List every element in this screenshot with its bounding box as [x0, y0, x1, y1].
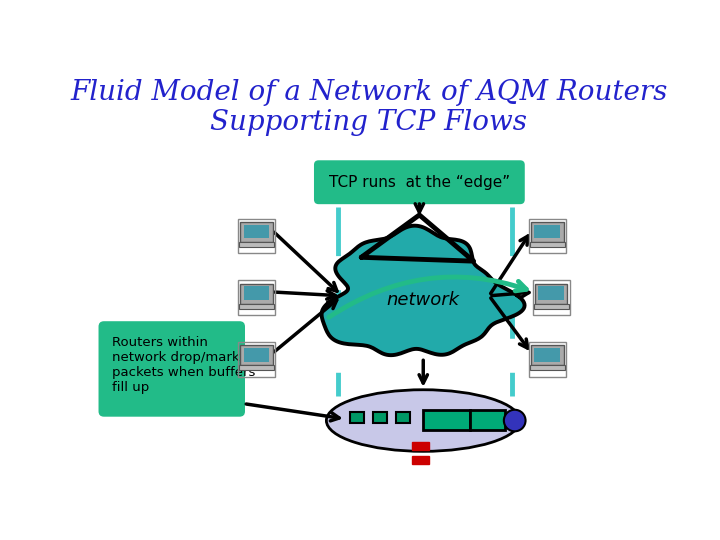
- Text: TCP runs  at the “edge”: TCP runs at the “edge”: [329, 175, 510, 190]
- Bar: [534, 348, 560, 362]
- Text: network: network: [387, 291, 460, 309]
- FancyBboxPatch shape: [99, 321, 245, 417]
- Bar: [238, 219, 275, 253]
- Bar: [239, 242, 274, 247]
- Bar: [539, 286, 564, 300]
- Bar: [373, 412, 387, 423]
- Bar: [244, 225, 269, 239]
- Polygon shape: [322, 226, 525, 355]
- Bar: [239, 365, 274, 370]
- Ellipse shape: [326, 390, 520, 451]
- Bar: [412, 456, 428, 464]
- Bar: [531, 346, 564, 365]
- Bar: [531, 222, 564, 242]
- FancyArrowPatch shape: [329, 277, 526, 318]
- Bar: [528, 342, 566, 377]
- Bar: [240, 346, 273, 365]
- Bar: [396, 412, 410, 423]
- Bar: [238, 280, 275, 315]
- FancyBboxPatch shape: [314, 160, 525, 204]
- Bar: [412, 442, 428, 450]
- Circle shape: [504, 410, 526, 431]
- Bar: [530, 365, 564, 370]
- Bar: [350, 412, 364, 423]
- Bar: [238, 342, 275, 377]
- Bar: [423, 410, 469, 430]
- Bar: [528, 219, 566, 253]
- Bar: [469, 410, 505, 430]
- Bar: [530, 242, 564, 247]
- Bar: [244, 286, 269, 300]
- Text: Fluid Model of a Network of AQM Routers: Fluid Model of a Network of AQM Routers: [71, 79, 667, 106]
- Bar: [240, 284, 273, 303]
- Bar: [533, 280, 570, 315]
- Bar: [240, 222, 273, 242]
- Text: Routers within
network drop/mark
packets when buffers
fill up: Routers within network drop/mark packets…: [112, 336, 255, 394]
- Bar: [534, 225, 560, 239]
- Bar: [534, 303, 569, 308]
- Text: Supporting TCP Flows: Supporting TCP Flows: [210, 110, 528, 137]
- Bar: [239, 303, 274, 308]
- Bar: [535, 284, 567, 303]
- Bar: [244, 348, 269, 362]
